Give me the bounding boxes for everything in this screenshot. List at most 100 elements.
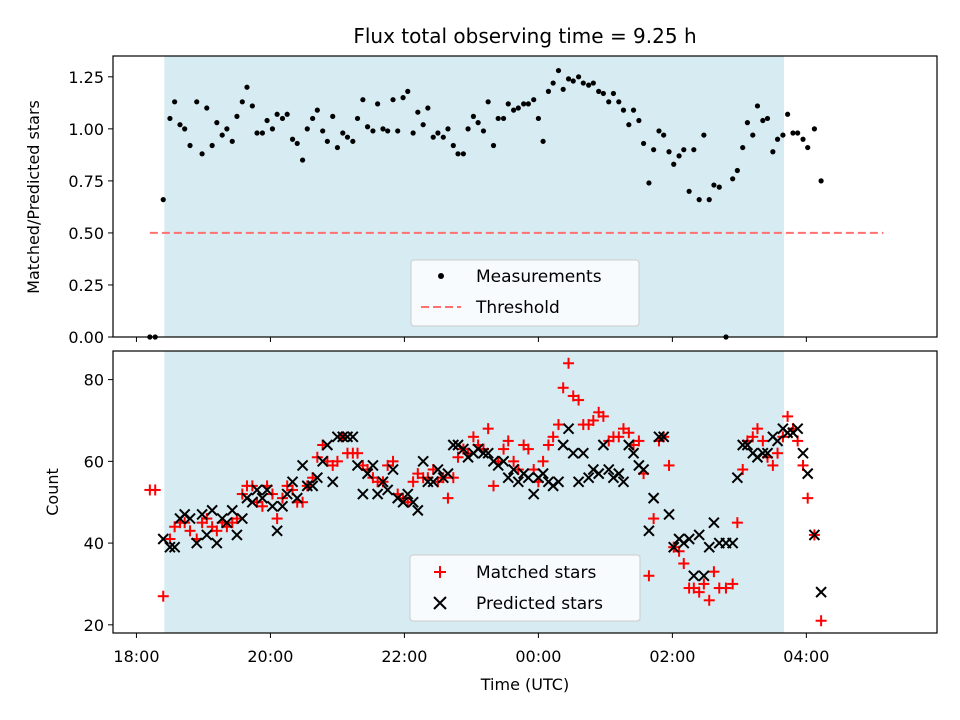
- top-y-tick-label: 0.50: [68, 224, 104, 243]
- predicted-star-point: [266, 500, 279, 513]
- measurement-point: [711, 182, 717, 188]
- predicted-star-point: [246, 496, 259, 508]
- bottom-y-ticks: 20 40 60 80: [84, 371, 113, 635]
- measurement-point: [400, 95, 406, 101]
- matched-star-point: [678, 558, 690, 570]
- measurement-point: [480, 128, 487, 134]
- matched-star-point: [211, 525, 223, 537]
- predicted-star-point: [497, 455, 510, 468]
- matched-star-point: [498, 443, 510, 455]
- measurement-point: [691, 147, 697, 153]
- measurement-point: [640, 140, 647, 147]
- predicted-star-point: [512, 476, 525, 488]
- predicted-star-point: [311, 471, 324, 484]
- measurement-point: [570, 78, 576, 84]
- measurement-point: [334, 144, 341, 151]
- matched-star-point: [587, 414, 599, 426]
- measurement-point: [465, 126, 471, 132]
- predicted-star-point: [381, 484, 394, 496]
- bottom-y-tick-label: 20: [84, 616, 104, 635]
- legend-predicted-label: Predicted stars: [476, 594, 603, 614]
- measurement-point: [606, 99, 612, 105]
- predicted-star-point: [502, 471, 514, 484]
- matched-star-point: [663, 459, 675, 471]
- matched-star-point: [184, 525, 196, 537]
- top-y-tick-label: 1.25: [68, 68, 104, 87]
- predicted-star-point: [477, 447, 490, 459]
- measurement-point: [340, 130, 346, 136]
- top-y-tick-label: 0.25: [68, 276, 104, 295]
- measurement-point: [701, 132, 707, 138]
- predicted-star-point: [377, 476, 389, 488]
- measurement-point: [380, 126, 386, 132]
- measurement-point: [610, 90, 617, 97]
- matched-star-point: [157, 590, 169, 602]
- measurement-point: [254, 130, 260, 136]
- measurement-point: [445, 126, 451, 132]
- measurement-point: [460, 151, 466, 157]
- measurement-point: [410, 130, 416, 136]
- predicted-star-point: [196, 508, 208, 521]
- predicted-star-point: [371, 488, 384, 500]
- matched-star-point: [767, 459, 779, 471]
- predicted-star-point: [657, 431, 670, 443]
- predicted-star-point: [528, 488, 540, 500]
- predicted-star-point: [562, 422, 575, 435]
- measurement-point: [485, 99, 491, 105]
- matched-star-point: [482, 423, 494, 435]
- predicted-star-point: [412, 504, 424, 517]
- predicted-star-point: [236, 512, 249, 525]
- measurement-point: [294, 140, 300, 147]
- matched-star-point: [542, 439, 554, 451]
- predicted-star-point: [407, 496, 419, 508]
- measurement-point: [279, 115, 286, 122]
- measurement-point: [264, 117, 270, 124]
- predicted-star-point: [647, 492, 660, 504]
- measurement-point: [646, 180, 652, 186]
- legend-measurements-marker: [438, 273, 444, 279]
- matched-star-point: [597, 410, 609, 422]
- measurement-point: [764, 115, 771, 122]
- measurement-point: [596, 88, 602, 94]
- predicted-star-point: [557, 439, 569, 451]
- measurement-point: [239, 99, 245, 105]
- matched-star-point: [508, 455, 520, 467]
- predicted-star-point: [306, 480, 319, 492]
- measurement-point: [676, 153, 682, 159]
- predicted-star-point: [286, 476, 299, 488]
- measurement-point: [187, 142, 193, 149]
- predicted-star-point: [361, 467, 374, 480]
- measurement-point: [818, 178, 824, 184]
- measurement-point: [177, 122, 183, 128]
- measurement-point: [586, 82, 592, 88]
- predicted-star-point: [507, 463, 520, 476]
- measurement-point: [199, 151, 205, 157]
- predicted-star-point: [653, 431, 665, 443]
- bottom-legend-box: [409, 554, 641, 622]
- measurement-point: [229, 138, 235, 144]
- measurement-point: [344, 134, 351, 140]
- x-tick-label: 02:00: [649, 647, 695, 666]
- predicted-star-point: [592, 467, 605, 480]
- bottom-legend: Matched stars Predicted stars: [409, 554, 641, 622]
- measurement-point: [616, 99, 622, 105]
- measurement-point: [259, 130, 265, 136]
- bottom-y-tick-label: 80: [84, 371, 104, 390]
- matched-star-point: [623, 427, 635, 439]
- measurement-point: [730, 176, 736, 182]
- measurement-point: [744, 120, 751, 126]
- measurement-point: [511, 107, 517, 113]
- predicted-star-point: [387, 463, 399, 476]
- bottom-plot-frame: [112, 350, 938, 634]
- measurement-point: [284, 111, 290, 117]
- x-tick-label: 18:00: [113, 647, 159, 666]
- top-y-tick-label: 0.00: [68, 328, 104, 347]
- predicted-star-point: [726, 537, 739, 549]
- predicted-star-point: [327, 476, 339, 488]
- matched-star-point: [703, 594, 715, 606]
- matched-star-point: [331, 455, 343, 467]
- chart-title: Flux total observing time = 9.25 h: [353, 24, 696, 48]
- matched-star-point: [633, 435, 645, 447]
- measurement-point: [525, 101, 531, 107]
